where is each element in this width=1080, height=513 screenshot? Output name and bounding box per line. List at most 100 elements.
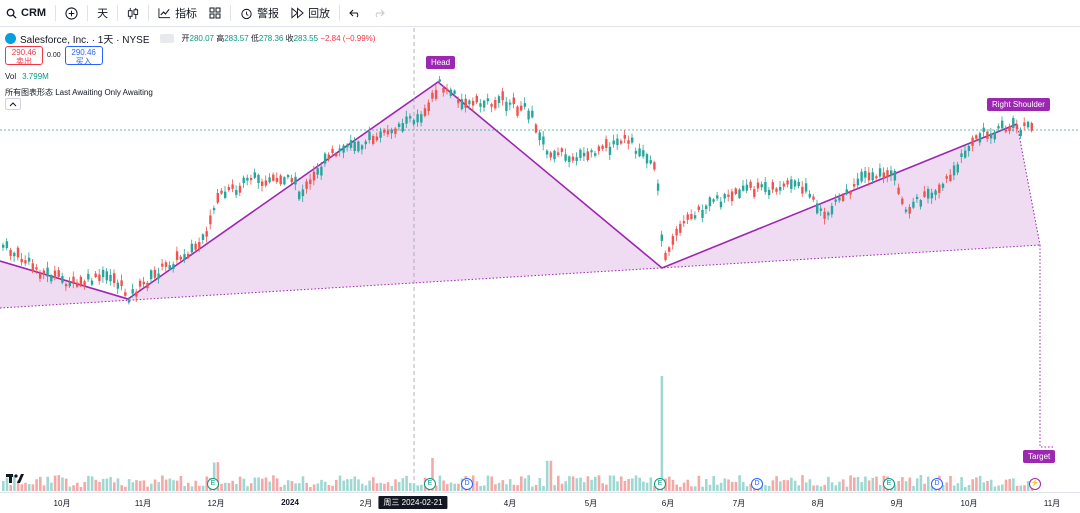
candle (634, 150, 638, 154)
volume-bar (712, 476, 715, 491)
chart-type-button[interactable] (121, 0, 145, 27)
candle (486, 98, 490, 102)
volume-bar (745, 486, 749, 491)
replay-button[interactable]: 回放 (285, 0, 336, 27)
volume-bar (956, 483, 960, 491)
candle (716, 195, 719, 199)
price-chart[interactable] (0, 28, 1080, 492)
volume-bar (497, 482, 501, 491)
pattern-fill (0, 82, 1040, 308)
indicators-button[interactable]: 指标 (152, 0, 203, 27)
volume-bar (764, 485, 767, 491)
volume-bar (619, 476, 623, 491)
target-projection (1039, 245, 1055, 448)
time-axis[interactable]: 10月 11月 12月 2024 2月 4月 5月 6月 7月 8月 9月 10… (0, 492, 1080, 513)
candle (967, 146, 971, 152)
volume-bar (471, 475, 475, 491)
volume-bar (53, 475, 57, 491)
target-label[interactable]: Target (1023, 450, 1056, 463)
volume-legend[interactable]: Vol 3.799M (5, 72, 49, 81)
candle (379, 131, 382, 138)
interval-button[interactable]: 天 (91, 0, 114, 27)
candle (586, 151, 589, 161)
candle (878, 168, 882, 177)
candle (353, 141, 356, 151)
add-symbol-button[interactable] (59, 0, 84, 27)
volume-bar (257, 477, 260, 491)
x-tick-label: 12月 (207, 499, 225, 508)
redo-button[interactable] (367, 0, 391, 27)
candle (557, 152, 560, 155)
legend-toggle-icon[interactable] (159, 34, 174, 43)
dividend-marker[interactable]: D (461, 478, 473, 490)
candle (301, 189, 305, 197)
volume-bar (734, 481, 738, 491)
volume-bar (2, 480, 5, 491)
candle (823, 211, 826, 219)
dividend-marker[interactable]: D (751, 478, 763, 490)
earnings-marker[interactable]: E (654, 478, 666, 490)
candle (27, 257, 31, 262)
x-tick-label: 5月 (584, 499, 598, 508)
volume-bar (335, 479, 338, 491)
volume-bar (830, 482, 834, 491)
candle (520, 105, 523, 111)
candle (901, 198, 904, 205)
volume-bar (871, 477, 875, 491)
candle (83, 281, 86, 287)
volume-bar (101, 478, 105, 491)
candle (619, 140, 623, 144)
candle (919, 200, 922, 207)
divider (55, 5, 57, 21)
candle (841, 195, 845, 202)
collapse-legend-button[interactable] (5, 98, 21, 110)
earnings-marker[interactable]: E (883, 478, 895, 490)
patterns-legend[interactable]: 所有图表形态 Last Awaiting Only Awaiting (5, 88, 153, 97)
right-shoulder-label[interactable]: Right Shoulder (987, 98, 1050, 111)
candle (886, 170, 889, 178)
earnings-marker[interactable]: E (424, 478, 436, 490)
volume-bar (501, 480, 505, 491)
candle (9, 249, 12, 256)
replay-label: 回放 (308, 8, 331, 20)
volume-bar (671, 479, 675, 491)
volume-bar (527, 475, 530, 491)
layouts-button[interactable] (203, 0, 227, 27)
candle (734, 188, 737, 194)
volume-bar (864, 476, 867, 491)
candle (989, 133, 993, 139)
lightning-icon[interactable]: ⚡ (1029, 478, 1041, 490)
volume-bar (76, 482, 79, 491)
buy-button[interactable]: 290.46 买入 (64, 46, 103, 66)
candle (479, 103, 482, 107)
candle (856, 178, 860, 186)
head-label[interactable]: Head (426, 56, 456, 69)
volume-bar (90, 476, 94, 491)
volume-bar (205, 476, 209, 491)
undo-button[interactable] (343, 0, 367, 27)
candle (538, 132, 541, 141)
volume-bar (616, 481, 619, 491)
candle (220, 190, 223, 194)
sell-button[interactable]: 290.46 卖出 (5, 46, 43, 66)
candle (442, 87, 445, 93)
volume-bar (179, 475, 183, 491)
symbol-title[interactable]: Salesforce, Inc. · 1天 · NYSE (20, 35, 150, 46)
volume-bar (727, 479, 730, 491)
volume-bar (945, 482, 949, 491)
earnings-marker[interactable]: E (207, 478, 219, 490)
volume-bar (923, 483, 926, 491)
dividend-marker[interactable]: D (931, 478, 943, 490)
candle (172, 264, 175, 269)
volume-bar (997, 485, 1000, 491)
alert-button[interactable]: 警报 (234, 0, 285, 27)
candle (653, 162, 656, 170)
tradingview-logo[interactable] (6, 473, 24, 487)
candle (427, 102, 430, 112)
volume-bar (24, 482, 27, 491)
alarm-clock-icon (241, 8, 252, 19)
candle (501, 91, 504, 101)
volume-bar (305, 482, 308, 491)
symbol-search[interactable]: CRM (0, 0, 52, 27)
volume-bar (175, 480, 179, 491)
